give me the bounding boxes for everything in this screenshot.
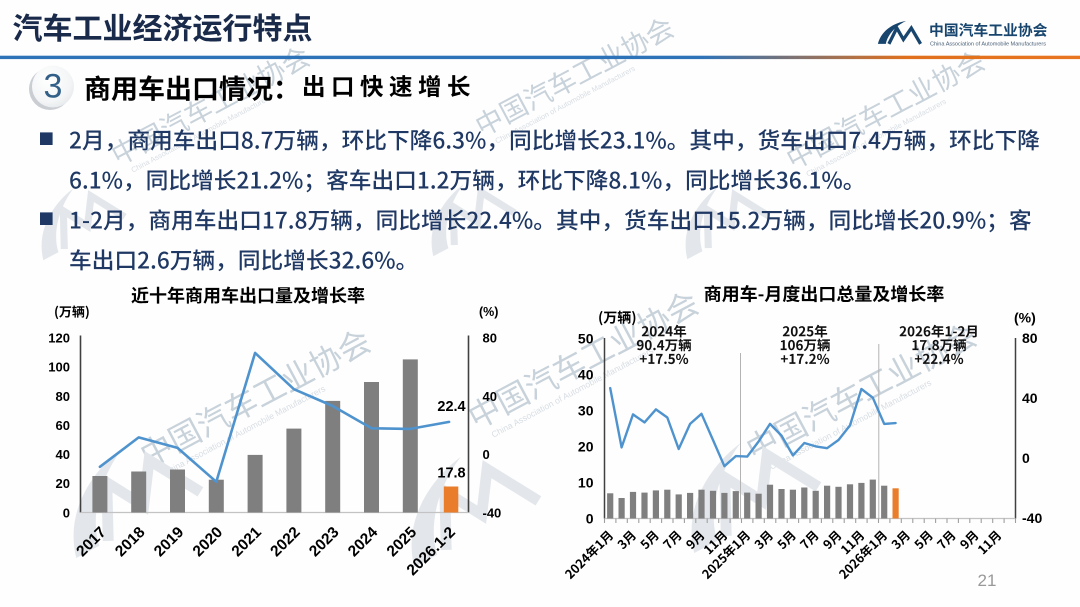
svg-text:(%): (%)	[479, 305, 498, 319]
svg-text:80: 80	[1022, 330, 1038, 346]
svg-text:0: 0	[586, 510, 594, 526]
svg-text:100: 100	[48, 360, 70, 375]
svg-text:0: 0	[483, 447, 490, 462]
svg-text:40: 40	[1022, 390, 1038, 406]
svg-text:50: 50	[578, 330, 594, 346]
svg-text:(%): (%)	[1014, 310, 1036, 326]
svg-text:80: 80	[56, 389, 70, 404]
svg-text:-40: -40	[1022, 510, 1042, 526]
svg-text:40: 40	[483, 389, 497, 404]
svg-text:21: 21	[978, 571, 997, 590]
svg-text:60: 60	[56, 418, 70, 433]
svg-text:40: 40	[56, 447, 70, 462]
svg-text:3: 3	[44, 68, 63, 106]
svg-text:30: 30	[578, 402, 594, 418]
svg-text:22.4: 22.4	[437, 399, 465, 415]
svg-text:-40: -40	[483, 505, 502, 520]
svg-text:40: 40	[578, 366, 594, 382]
svg-text:20: 20	[56, 476, 70, 491]
svg-text:80: 80	[483, 331, 497, 346]
svg-text:0: 0	[1022, 450, 1030, 466]
svg-text:20: 20	[578, 438, 594, 454]
svg-text:0: 0	[63, 505, 70, 520]
svg-text:120: 120	[48, 331, 70, 346]
svg-text:China Association of Automobil: China Association of Automobile Manufact…	[930, 42, 1046, 48]
svg-text:17.8: 17.8	[437, 466, 465, 482]
svg-text:10: 10	[578, 474, 594, 490]
